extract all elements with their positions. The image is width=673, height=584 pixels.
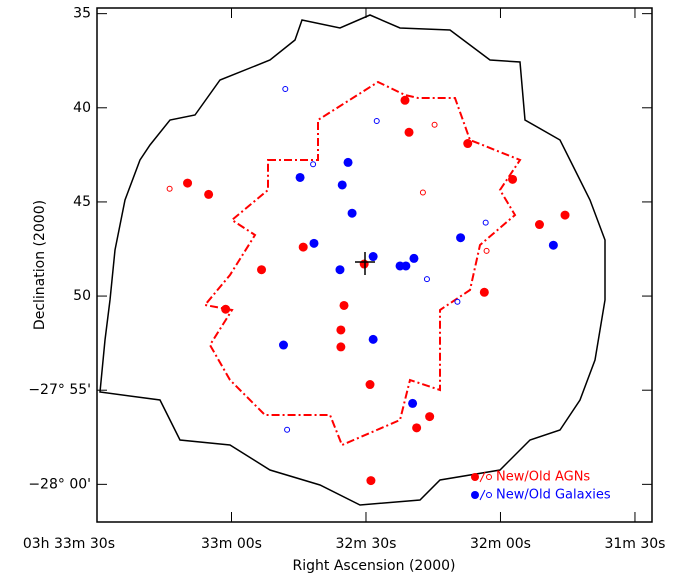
legend-slash <box>479 489 486 501</box>
data-point <box>412 423 422 433</box>
data-point <box>359 259 369 269</box>
x-tick-label: 32m 30s <box>335 536 396 552</box>
data-point <box>463 139 473 149</box>
data-point <box>257 265 267 275</box>
y-tick-label: −28° 00' <box>28 476 91 492</box>
data-point <box>479 287 489 297</box>
data-point <box>298 242 308 252</box>
data-point <box>166 185 173 192</box>
data-point <box>310 161 317 168</box>
data-point <box>278 340 288 350</box>
data-point <box>454 298 461 305</box>
data-point <box>419 189 426 196</box>
data-point <box>284 426 291 433</box>
data-point <box>221 304 231 314</box>
y-tick-label: 40 <box>73 100 91 116</box>
data-point <box>336 325 346 335</box>
data-point <box>508 174 518 184</box>
data-point <box>423 276 430 283</box>
data-point <box>295 172 305 182</box>
data-point <box>309 238 319 248</box>
data-point <box>365 380 375 390</box>
data-point <box>282 85 289 92</box>
plot-frame <box>96 7 653 523</box>
data-point <box>560 210 570 220</box>
data-point <box>404 127 414 137</box>
data-point <box>343 157 353 167</box>
data-point <box>339 300 349 310</box>
y-tick-label: 50 <box>73 288 91 304</box>
data-point <box>337 180 347 190</box>
data-point <box>425 412 435 422</box>
survey-outline <box>99 14 606 506</box>
data-point <box>400 95 410 105</box>
y-axis-title: Declination (2000) <box>32 200 48 330</box>
legend-marker <box>471 491 479 499</box>
data-point <box>431 121 438 128</box>
data-point <box>335 265 345 275</box>
data-point <box>401 261 411 271</box>
data-point <box>408 398 418 408</box>
x-axis-title: Right Ascension (2000) <box>293 558 456 574</box>
legend-label: New/Old AGNs <box>496 470 590 485</box>
data-point <box>366 476 376 486</box>
legend-slash <box>479 471 486 483</box>
data-point <box>204 189 214 199</box>
data-point <box>368 334 378 344</box>
y-tick-label: −27° 55' <box>28 382 91 398</box>
legend-marker <box>486 492 492 498</box>
field-center <box>355 252 375 275</box>
legend-marker <box>486 474 492 480</box>
y-tick-label: 35 <box>73 6 91 22</box>
x-tick-label: 32m 00s <box>470 536 531 552</box>
data-point <box>368 252 378 262</box>
data-point <box>483 247 490 254</box>
data-point <box>183 178 193 188</box>
legend-marker <box>471 473 479 481</box>
x-tick-label: 33m 00s <box>201 536 262 552</box>
data-point <box>548 240 558 250</box>
data-point <box>456 233 466 243</box>
x-tick-label: 31m 30s <box>604 536 665 552</box>
data-point <box>409 253 419 263</box>
deep-field-outline <box>203 80 522 447</box>
data-point <box>347 208 357 218</box>
data-point <box>373 117 380 124</box>
data-point <box>482 219 489 226</box>
x-tick-label: 03h 33m 30s <box>23 536 115 552</box>
legend-label: New/Old Galaxies <box>496 488 611 503</box>
y-tick-label: 45 <box>73 194 91 210</box>
data-point <box>336 342 346 352</box>
data-point <box>534 220 544 230</box>
